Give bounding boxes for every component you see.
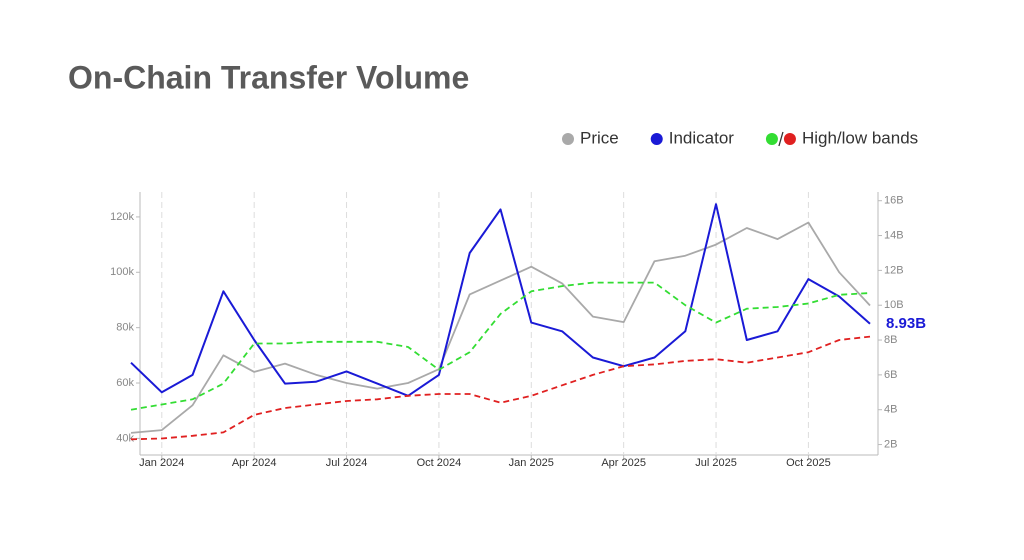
chart-title: On-Chain Transfer Volume [68, 59, 469, 95]
series-line [130, 335, 871, 441]
legend-marker [765, 133, 778, 145]
x-tick-label: Oct 2025 [786, 457, 831, 469]
y-tick-label: 120k [110, 211, 134, 223]
y-tick-label: 40k [116, 432, 134, 444]
y-tick-label: 80k [116, 322, 134, 334]
y2-tick-label: 8B [884, 334, 897, 346]
x-tick-label: Apr 2024 [232, 457, 277, 469]
legend-marker [650, 133, 663, 145]
y-tick-label: 60k [116, 377, 134, 389]
series-line [130, 203, 871, 397]
y2-tick-label: 6B [884, 369, 897, 381]
x-tick-label: Apr 2025 [601, 457, 646, 469]
legend-slash [778, 131, 784, 147]
y2-tick-label: 12B [884, 264, 904, 276]
y2-tick-label: 14B [884, 229, 904, 241]
x-tick-label: Jul 2025 [695, 457, 737, 469]
y-tick-label: 100k [110, 266, 134, 278]
legend-label: Indicator [669, 128, 735, 147]
x-tick-label: Jan 2025 [509, 457, 554, 469]
x-tick-label: Jul 2024 [326, 457, 368, 469]
y2-tick-label: 2B [884, 438, 897, 450]
x-tick-label: Jan 2024 [139, 457, 184, 469]
x-tick-label: Oct 2024 [417, 457, 462, 469]
series-line [130, 281, 871, 411]
y2-tick-label: 10B [884, 299, 904, 311]
legend-label: High/low bands [802, 128, 918, 147]
value-label: 8.93B [886, 315, 926, 332]
legend-marker [562, 133, 574, 145]
y2-tick-label: 16B [884, 195, 904, 207]
legend-label: Price [580, 128, 619, 147]
legend-marker [783, 133, 796, 145]
series-line [130, 221, 871, 434]
y2-tick-label: 4B [884, 404, 897, 416]
legend: Price Indicator High/low bands [562, 128, 918, 147]
